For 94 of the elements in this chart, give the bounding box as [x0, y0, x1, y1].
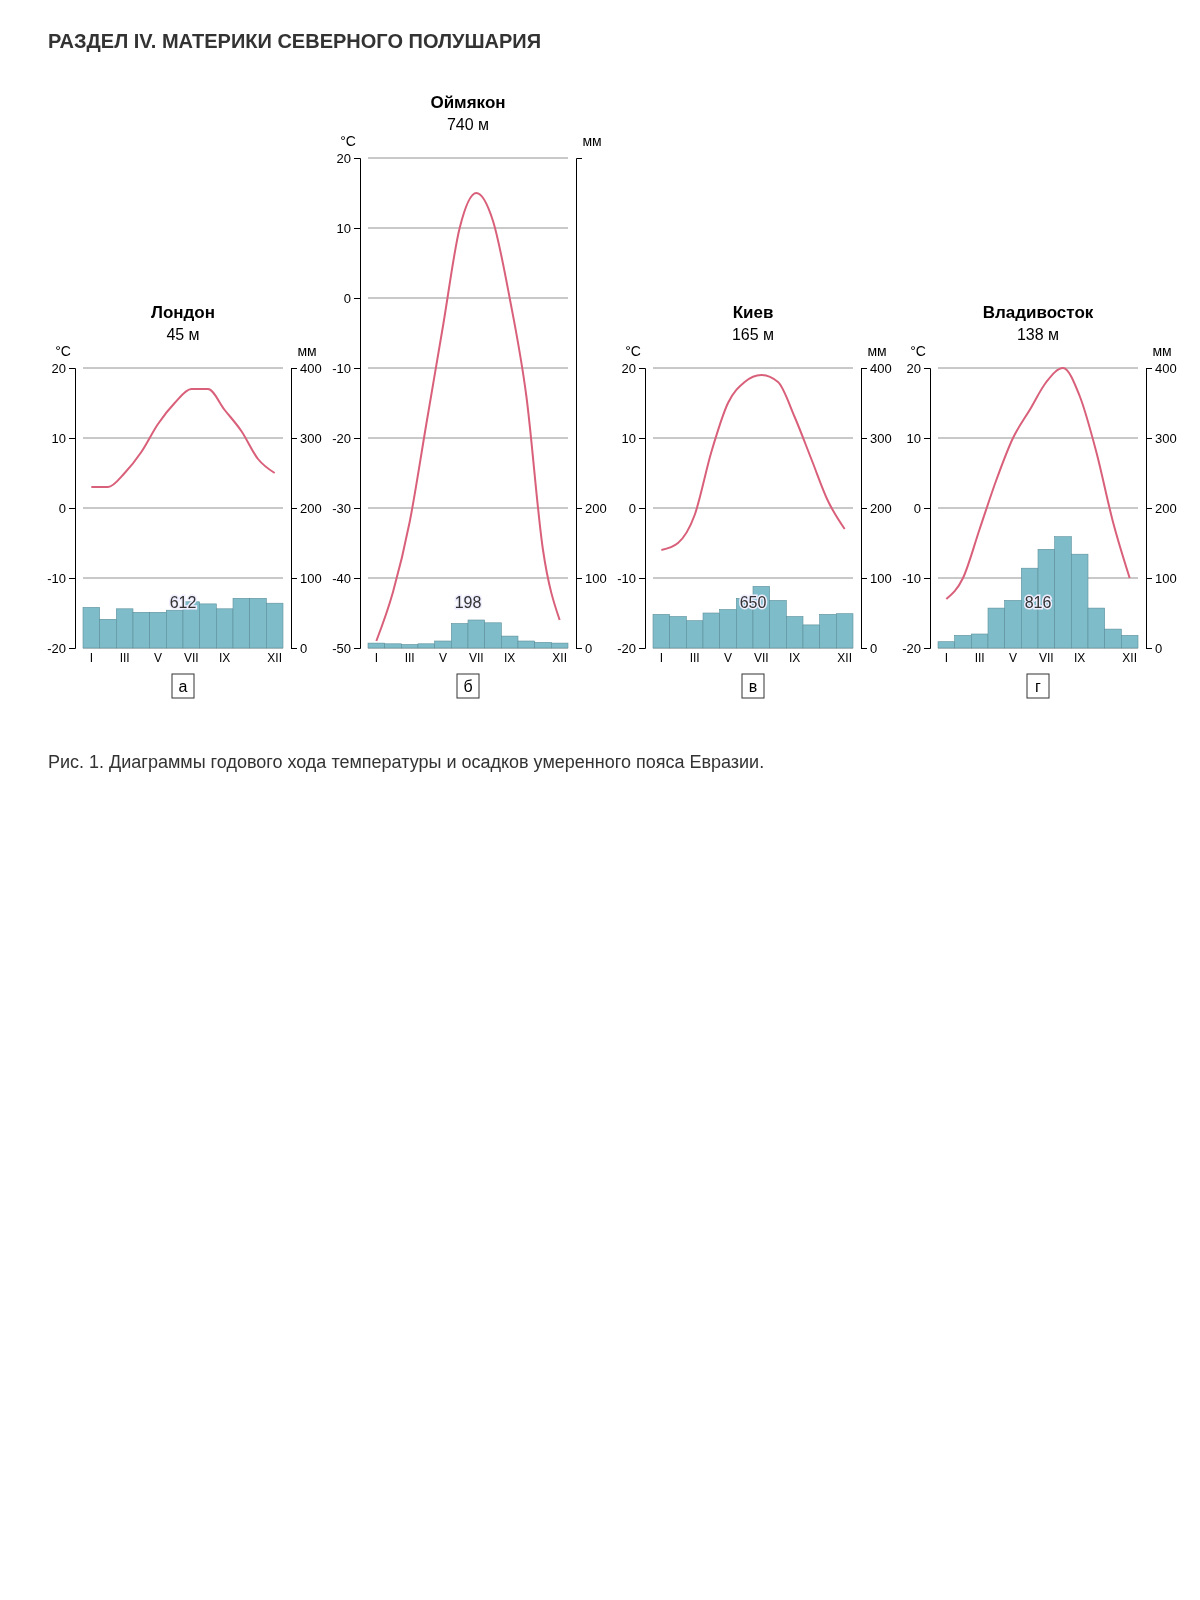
y2-tick-label: 100 — [1155, 570, 1177, 586]
y-tick-label: 10 — [51, 430, 66, 446]
y-tick-label: 20 — [906, 360, 921, 376]
chart-subtitle: 138 м — [1016, 326, 1060, 343]
y2-tick-label: 200 — [870, 500, 892, 516]
line-series — [375, 192, 561, 642]
y-tick-label: -10 — [332, 360, 351, 376]
y2-tick-label: 400 — [1155, 360, 1177, 376]
y-tick-label: 0 — [58, 500, 66, 516]
y-tick-label: -10 — [47, 570, 66, 586]
chart-subtitle: 740 м — [446, 116, 490, 133]
x-tick-label: III — [689, 650, 700, 665]
y2-tick-label: 300 — [1155, 430, 1177, 446]
text: а — [178, 678, 188, 695]
y2-tick-label: 100 — [300, 570, 322, 586]
x-tick-label: I — [374, 650, 379, 665]
y-tick-label: 20 — [621, 360, 636, 376]
text: б — [463, 678, 473, 695]
x-tick-label: III — [404, 650, 415, 665]
y-tick-label: -20 — [617, 640, 636, 656]
y-axis-title: °C — [625, 343, 641, 359]
y2-tick-label: 400 — [300, 360, 322, 376]
y2-tick-label: 200 — [1155, 500, 1177, 516]
y-tick-label: -40 — [332, 570, 351, 586]
y2-axis-title: мм — [582, 133, 602, 149]
x-tick-label: III — [974, 650, 985, 665]
x-tick-label: V — [153, 650, 163, 665]
y-tick-label: 10 — [336, 220, 351, 236]
x-tick-label: XII — [837, 650, 852, 665]
chart-subtitle: 45 м — [166, 326, 200, 343]
y-tick-label: 10 — [621, 430, 636, 446]
x-tick-label: IX — [1073, 650, 1086, 665]
x-tick-label: III — [119, 650, 130, 665]
line-series — [660, 374, 846, 551]
y2-tick-label: 200 — [300, 500, 322, 516]
chart-subtitle: 165 м — [731, 326, 775, 343]
y-tick-label: 0 — [628, 500, 636, 516]
y-axis-title: °C — [910, 343, 926, 359]
y-tick-label: 20 — [336, 150, 351, 166]
x-tick-label: I — [944, 650, 949, 665]
y2-tick-label: 200 — [585, 500, 607, 516]
y-tick-label: -50 — [332, 640, 351, 656]
y-tick-label: 10 — [906, 430, 921, 446]
y2-axis-title: мм — [867, 343, 887, 359]
annotation: 198 — [454, 594, 482, 611]
y-axis-title: °C — [55, 343, 71, 359]
annotation: 816 — [1024, 594, 1052, 611]
x-tick-label: IX — [218, 650, 231, 665]
x-tick-label: VII — [1039, 650, 1054, 665]
y2-tick-label: 0 — [585, 640, 593, 656]
text: Рис. 1. Диаграммы годового хода температуры и осадков умеренного пояса Евразии. — [48, 752, 765, 772]
y-tick-label: 0 — [343, 290, 351, 306]
chart-title: Киев — [732, 303, 774, 322]
x-tick-label: V — [1008, 650, 1018, 665]
text: в — [748, 678, 758, 695]
x-tick-label: IX — [503, 650, 516, 665]
y-axis-title: °C — [340, 133, 356, 149]
chart-title: Владивосток — [982, 303, 1094, 322]
y2-tick-label: 100 — [870, 570, 892, 586]
y-tick-label: -20 — [332, 430, 351, 446]
x-tick-label: XII — [1122, 650, 1137, 665]
y2-axis-title: мм — [297, 343, 317, 359]
x-tick-label: XII — [267, 650, 282, 665]
y-tick-label: 20 — [51, 360, 66, 376]
y2-tick-label: 0 — [1155, 640, 1163, 656]
y-tick-label: -10 — [902, 570, 921, 586]
annotation: 650 — [739, 594, 767, 611]
x-tick-label: VII — [754, 650, 769, 665]
text: РАЗДЕЛ IV. МАТЕРИКИ СЕВЕРНОГО ПОЛУШАРИЯ — [48, 30, 542, 52]
y2-tick-label: 300 — [870, 430, 892, 446]
x-tick-label: V — [438, 650, 448, 665]
y2-tick-label: 0 — [300, 640, 308, 656]
y2-tick-label: 100 — [585, 570, 607, 586]
x-tick-label: VII — [184, 650, 199, 665]
y-tick-label: -30 — [332, 500, 351, 516]
y2-tick-label: 0 — [870, 640, 878, 656]
y-tick-label: -20 — [902, 640, 921, 656]
text: г — [1035, 678, 1042, 695]
y2-axis-title: мм — [1152, 343, 1172, 359]
annotation: 612 — [169, 594, 197, 611]
y-tick-label: -20 — [47, 640, 66, 656]
chart-title: Оймякон — [430, 93, 506, 112]
y-tick-label: -10 — [617, 570, 636, 586]
x-tick-label: IX — [788, 650, 801, 665]
x-tick-label: V — [723, 650, 733, 665]
y2-tick-label: 300 — [300, 430, 322, 446]
line-series — [90, 388, 276, 488]
x-tick-label: I — [89, 650, 94, 665]
chart-title: Лондон — [150, 303, 216, 322]
y-tick-label: 0 — [913, 500, 921, 516]
x-tick-label: XII — [552, 650, 567, 665]
x-tick-label: VII — [469, 650, 484, 665]
x-tick-label: I — [659, 650, 664, 665]
y2-tick-label: 400 — [870, 360, 892, 376]
